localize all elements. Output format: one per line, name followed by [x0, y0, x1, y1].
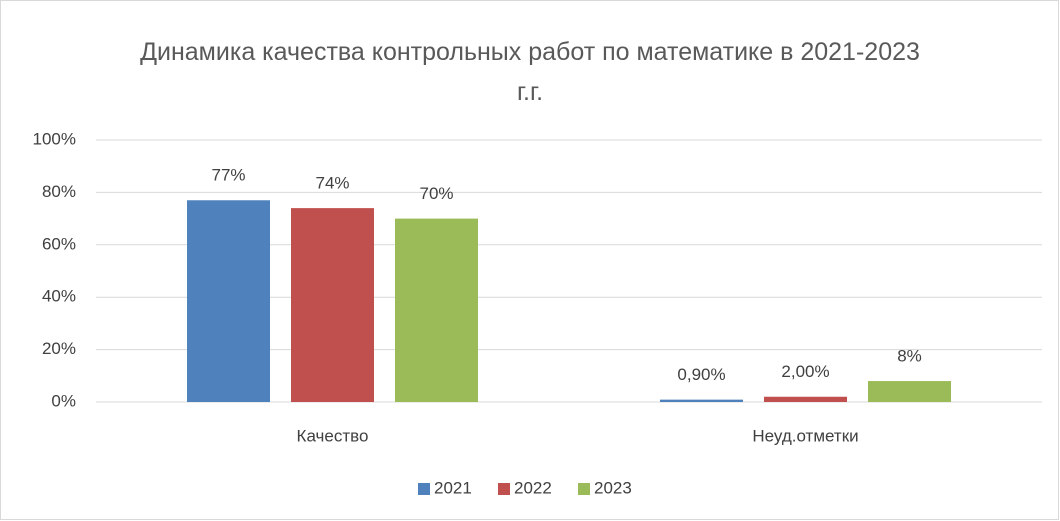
legend-swatch [498, 483, 510, 495]
legend-swatch [418, 483, 430, 495]
y-tick-label: 60% [42, 234, 76, 253]
y-tick-label: 0% [51, 391, 76, 410]
legend-label: 2023 [594, 478, 632, 497]
x-tick-label: Качество [297, 426, 369, 445]
data-label: 8% [897, 347, 922, 366]
legend-swatch [578, 483, 590, 495]
bar [395, 218, 478, 402]
bar [764, 396, 847, 402]
y-tick-label: 20% [42, 339, 76, 358]
bar [868, 381, 951, 402]
y-tick-label: 100% [33, 129, 76, 148]
legend-label: 2022 [514, 478, 552, 497]
data-label: 2,00% [781, 362, 829, 381]
legend-label: 2021 [434, 478, 472, 497]
bar [660, 399, 743, 402]
data-label: 0,90% [677, 365, 725, 384]
y-tick-label: 40% [42, 287, 76, 306]
bar [291, 208, 374, 402]
data-label: 77% [211, 166, 245, 185]
chart-title: Динамика качества контрольных работ по м… [140, 38, 920, 106]
x-tick-label: Неуд.отметки [752, 426, 858, 445]
y-tick-label: 80% [42, 182, 76, 201]
data-label: 74% [315, 174, 349, 193]
data-label: 70% [419, 184, 453, 203]
bar [187, 200, 270, 402]
